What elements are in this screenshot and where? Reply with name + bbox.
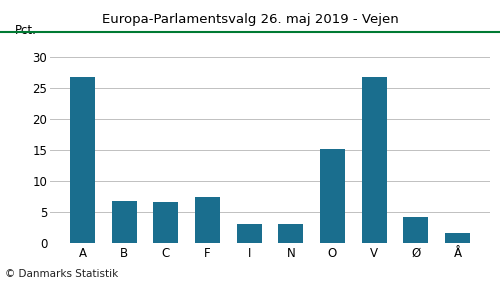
- Bar: [112, 201, 136, 243]
- Bar: [195, 197, 220, 243]
- Bar: [362, 77, 386, 243]
- Bar: [154, 202, 178, 243]
- Text: Europa-Parlamentsvalg 26. maj 2019 - Vejen: Europa-Parlamentsvalg 26. maj 2019 - Vej…: [102, 13, 399, 26]
- Text: © Danmarks Statistik: © Danmarks Statistik: [5, 269, 118, 279]
- Bar: [445, 233, 470, 243]
- Text: Pct.: Pct.: [15, 24, 36, 37]
- Bar: [70, 77, 95, 243]
- Bar: [278, 224, 303, 243]
- Bar: [320, 149, 345, 243]
- Bar: [404, 217, 428, 243]
- Bar: [236, 224, 262, 243]
